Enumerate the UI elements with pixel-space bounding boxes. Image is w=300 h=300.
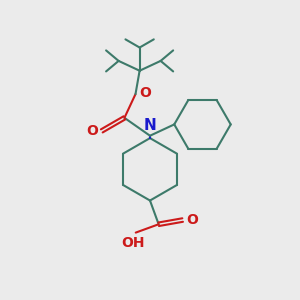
Text: N: N — [144, 118, 156, 134]
Text: O: O — [86, 124, 98, 138]
Text: OH: OH — [122, 236, 145, 250]
Text: O: O — [187, 213, 198, 227]
Text: O: O — [140, 85, 151, 100]
